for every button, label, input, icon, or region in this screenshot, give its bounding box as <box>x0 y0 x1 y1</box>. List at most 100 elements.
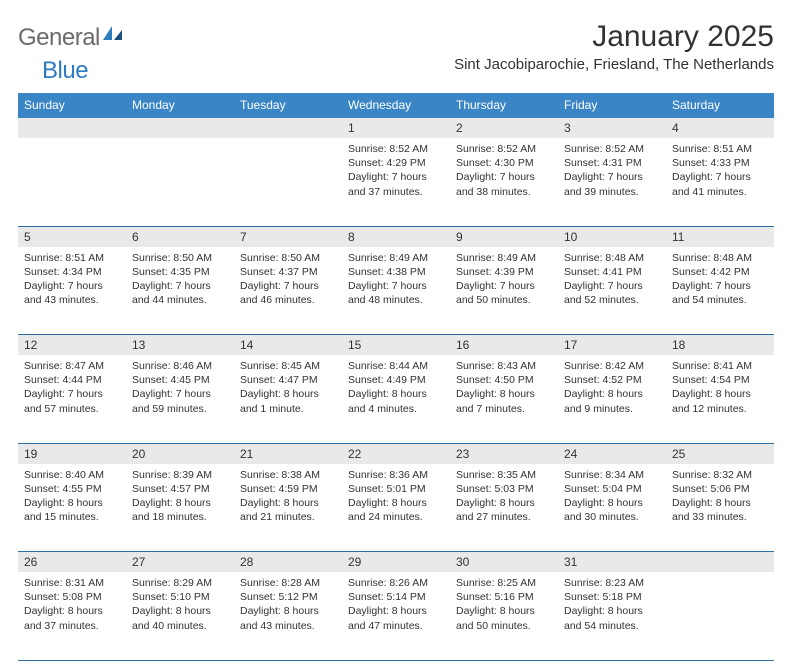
day-number-row: 567891011 <box>18 226 774 247</box>
day-number-row: 1234 <box>18 118 774 139</box>
day-number-row: 19202122232425 <box>18 443 774 464</box>
day-cell: Sunrise: 8:44 AMSunset: 4:49 PMDaylight:… <box>342 355 450 443</box>
day-number-cell: 18 <box>666 335 774 356</box>
week-row: Sunrise: 8:31 AMSunset: 5:08 PMDaylight:… <box>18 572 774 660</box>
day-cell: Sunrise: 8:34 AMSunset: 5:04 PMDaylight:… <box>558 464 666 552</box>
day-cell: Sunrise: 8:46 AMSunset: 4:45 PMDaylight:… <box>126 355 234 443</box>
weekday-header: Tuesday <box>234 93 342 118</box>
day-cell: Sunrise: 8:36 AMSunset: 5:01 PMDaylight:… <box>342 464 450 552</box>
day-number-cell: 1 <box>342 118 450 139</box>
weekday-header: Monday <box>126 93 234 118</box>
day-number-cell: 24 <box>558 443 666 464</box>
sun-info: Sunrise: 8:50 AMSunset: 4:37 PMDaylight:… <box>240 251 336 308</box>
day-number-cell: 12 <box>18 335 126 356</box>
day-number-cell: 26 <box>18 552 126 573</box>
logo-text-general: General <box>18 24 100 52</box>
day-number-cell: 28 <box>234 552 342 573</box>
day-number-cell: 16 <box>450 335 558 356</box>
day-cell: Sunrise: 8:38 AMSunset: 4:59 PMDaylight:… <box>234 464 342 552</box>
sun-info: Sunrise: 8:49 AMSunset: 4:38 PMDaylight:… <box>348 251 444 308</box>
day-cell: Sunrise: 8:50 AMSunset: 4:35 PMDaylight:… <box>126 247 234 335</box>
day-cell: Sunrise: 8:52 AMSunset: 4:29 PMDaylight:… <box>342 138 450 226</box>
day-cell: Sunrise: 8:52 AMSunset: 4:31 PMDaylight:… <box>558 138 666 226</box>
day-cell: Sunrise: 8:31 AMSunset: 5:08 PMDaylight:… <box>18 572 126 660</box>
sun-info: Sunrise: 8:36 AMSunset: 5:01 PMDaylight:… <box>348 468 444 525</box>
logo: General <box>18 24 124 52</box>
day-number-cell: 9 <box>450 226 558 247</box>
weekday-header: Wednesday <box>342 93 450 118</box>
sun-info: Sunrise: 8:39 AMSunset: 4:57 PMDaylight:… <box>132 468 228 525</box>
weekday-header: Friday <box>558 93 666 118</box>
sun-info: Sunrise: 8:34 AMSunset: 5:04 PMDaylight:… <box>564 468 660 525</box>
day-cell: Sunrise: 8:41 AMSunset: 4:54 PMDaylight:… <box>666 355 774 443</box>
weekday-header: Sunday <box>18 93 126 118</box>
sun-info: Sunrise: 8:29 AMSunset: 5:10 PMDaylight:… <box>132 576 228 633</box>
logo-sail-icon <box>102 25 124 48</box>
day-number-cell: 7 <box>234 226 342 247</box>
sun-info: Sunrise: 8:32 AMSunset: 5:06 PMDaylight:… <box>672 468 768 525</box>
month-title: January 2025 <box>454 20 774 54</box>
calendar-table: Sunday Monday Tuesday Wednesday Thursday… <box>18 93 774 661</box>
day-cell: Sunrise: 8:26 AMSunset: 5:14 PMDaylight:… <box>342 572 450 660</box>
day-cell: Sunrise: 8:39 AMSunset: 4:57 PMDaylight:… <box>126 464 234 552</box>
sun-info: Sunrise: 8:47 AMSunset: 4:44 PMDaylight:… <box>24 359 120 416</box>
sun-info: Sunrise: 8:45 AMSunset: 4:47 PMDaylight:… <box>240 359 336 416</box>
sun-info: Sunrise: 8:28 AMSunset: 5:12 PMDaylight:… <box>240 576 336 633</box>
day-number-cell: 27 <box>126 552 234 573</box>
day-number-cell: 21 <box>234 443 342 464</box>
day-cell: Sunrise: 8:47 AMSunset: 4:44 PMDaylight:… <box>18 355 126 443</box>
day-cell: Sunrise: 8:43 AMSunset: 4:50 PMDaylight:… <box>450 355 558 443</box>
day-number-cell: 4 <box>666 118 774 139</box>
day-cell: Sunrise: 8:49 AMSunset: 4:39 PMDaylight:… <box>450 247 558 335</box>
day-cell: Sunrise: 8:51 AMSunset: 4:34 PMDaylight:… <box>18 247 126 335</box>
weekday-header: Thursday <box>450 93 558 118</box>
weekday-header: Saturday <box>666 93 774 118</box>
day-cell: Sunrise: 8:52 AMSunset: 4:30 PMDaylight:… <box>450 138 558 226</box>
day-cell: Sunrise: 8:28 AMSunset: 5:12 PMDaylight:… <box>234 572 342 660</box>
day-number-cell <box>234 118 342 139</box>
day-number-cell: 8 <box>342 226 450 247</box>
day-number-cell: 23 <box>450 443 558 464</box>
day-number-cell: 30 <box>450 552 558 573</box>
sun-info: Sunrise: 8:51 AMSunset: 4:33 PMDaylight:… <box>672 142 768 199</box>
day-cell: Sunrise: 8:23 AMSunset: 5:18 PMDaylight:… <box>558 572 666 660</box>
day-number-cell: 6 <box>126 226 234 247</box>
day-number-cell <box>666 552 774 573</box>
day-cell: Sunrise: 8:48 AMSunset: 4:41 PMDaylight:… <box>558 247 666 335</box>
day-cell: Sunrise: 8:49 AMSunset: 4:38 PMDaylight:… <box>342 247 450 335</box>
day-cell: Sunrise: 8:50 AMSunset: 4:37 PMDaylight:… <box>234 247 342 335</box>
sun-info: Sunrise: 8:42 AMSunset: 4:52 PMDaylight:… <box>564 359 660 416</box>
sun-info: Sunrise: 8:48 AMSunset: 4:41 PMDaylight:… <box>564 251 660 308</box>
sun-info: Sunrise: 8:35 AMSunset: 5:03 PMDaylight:… <box>456 468 552 525</box>
day-cell <box>234 138 342 226</box>
day-cell: Sunrise: 8:45 AMSunset: 4:47 PMDaylight:… <box>234 355 342 443</box>
week-row: Sunrise: 8:51 AMSunset: 4:34 PMDaylight:… <box>18 247 774 335</box>
weekday-header-row: Sunday Monday Tuesday Wednesday Thursday… <box>18 93 774 118</box>
day-number-cell: 20 <box>126 443 234 464</box>
day-number-cell: 25 <box>666 443 774 464</box>
day-number-cell <box>18 118 126 139</box>
day-number-cell: 22 <box>342 443 450 464</box>
sun-info: Sunrise: 8:50 AMSunset: 4:35 PMDaylight:… <box>132 251 228 308</box>
sun-info: Sunrise: 8:23 AMSunset: 5:18 PMDaylight:… <box>564 576 660 633</box>
day-number-cell: 5 <box>18 226 126 247</box>
week-row: Sunrise: 8:47 AMSunset: 4:44 PMDaylight:… <box>18 355 774 443</box>
sun-info: Sunrise: 8:41 AMSunset: 4:54 PMDaylight:… <box>672 359 768 416</box>
sun-info: Sunrise: 8:46 AMSunset: 4:45 PMDaylight:… <box>132 359 228 416</box>
sun-info: Sunrise: 8:38 AMSunset: 4:59 PMDaylight:… <box>240 468 336 525</box>
day-cell <box>126 138 234 226</box>
day-number-cell: 13 <box>126 335 234 356</box>
sun-info: Sunrise: 8:26 AMSunset: 5:14 PMDaylight:… <box>348 576 444 633</box>
day-cell <box>666 572 774 660</box>
week-row: Sunrise: 8:40 AMSunset: 4:55 PMDaylight:… <box>18 464 774 552</box>
day-number-cell: 29 <box>342 552 450 573</box>
day-number-cell: 17 <box>558 335 666 356</box>
day-number-cell <box>126 118 234 139</box>
day-cell: Sunrise: 8:25 AMSunset: 5:16 PMDaylight:… <box>450 572 558 660</box>
calendar-body: 1234Sunrise: 8:52 AMSunset: 4:29 PMDayli… <box>18 118 774 661</box>
day-number-cell: 15 <box>342 335 450 356</box>
day-number-row: 12131415161718 <box>18 335 774 356</box>
sun-info: Sunrise: 8:44 AMSunset: 4:49 PMDaylight:… <box>348 359 444 416</box>
day-cell <box>18 138 126 226</box>
sun-info: Sunrise: 8:52 AMSunset: 4:29 PMDaylight:… <box>348 142 444 199</box>
